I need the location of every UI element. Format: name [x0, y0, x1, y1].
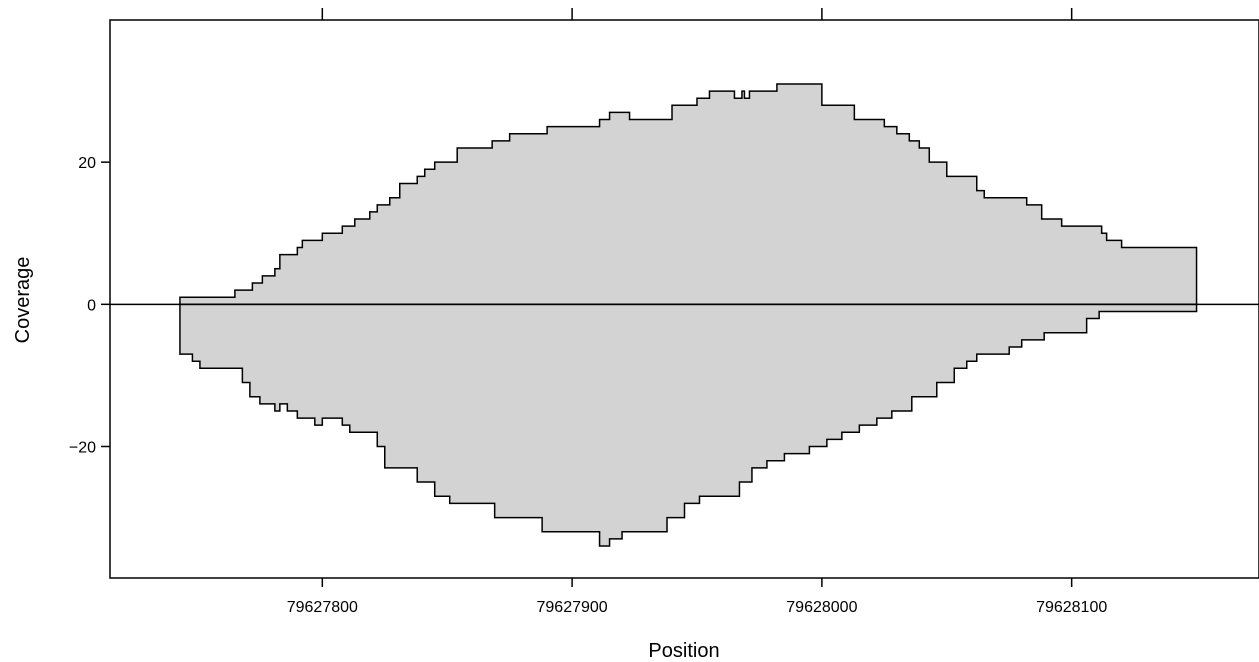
x-axis-title: Position [648, 640, 719, 662]
x-tick-label: 79627800 [287, 599, 358, 616]
plot-area [110, 83, 1259, 547]
axes: 79627800 79627900 79628000 79628100 −20 0 20 [69, 8, 1259, 616]
y-axis-title: Coverage [12, 257, 34, 344]
x-tick-label: 79628100 [1036, 599, 1107, 616]
x-tick-label: 79627900 [537, 599, 608, 616]
y-tick-label: 0 [87, 297, 96, 314]
coverage-area-negative [179, 303, 1198, 547]
y-tick-label: 20 [78, 155, 96, 172]
coverage-area-positive [179, 83, 1198, 306]
y-tick-label: −20 [69, 439, 96, 456]
plot-frame [109, 19, 1259, 579]
x-tick-label: 79628000 [786, 599, 857, 616]
